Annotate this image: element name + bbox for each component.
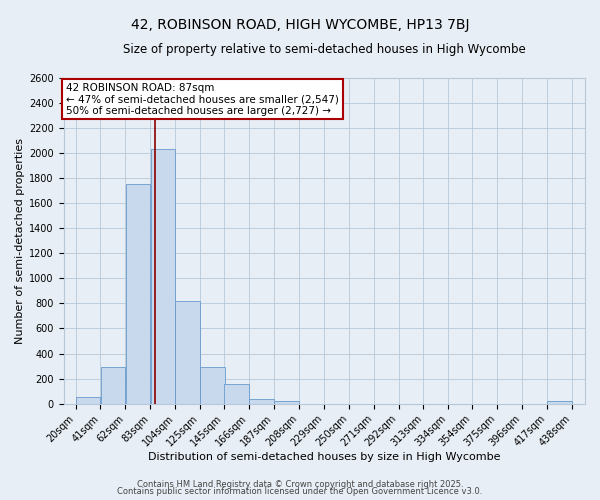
Bar [151, 149, 175, 404]
Text: 42 ROBINSON ROAD: 87sqm
← 47% of semi-detached houses are smaller (2,547)
50% of: 42 ROBINSON ROAD: 87sqm ← 47% of semi-de… [66, 82, 339, 116]
Text: Contains HM Land Registry data © Crown copyright and database right 2025.: Contains HM Land Registry data © Crown c… [137, 480, 463, 489]
Title: Size of property relative to semi-detached houses in High Wycombe: Size of property relative to semi-detach… [123, 42, 526, 56]
Y-axis label: Number of semi-detached properties: Number of semi-detached properties [15, 138, 25, 344]
Bar [274, 400, 299, 404]
Bar [200, 368, 225, 404]
Bar [175, 301, 200, 404]
Bar [224, 384, 249, 404]
Text: 42, ROBINSON ROAD, HIGH WYCOMBE, HP13 7BJ: 42, ROBINSON ROAD, HIGH WYCOMBE, HP13 7B… [131, 18, 469, 32]
Bar [249, 400, 274, 404]
Text: Contains public sector information licensed under the Open Government Licence v3: Contains public sector information licen… [118, 488, 482, 496]
X-axis label: Distribution of semi-detached houses by size in High Wycombe: Distribution of semi-detached houses by … [148, 452, 500, 462]
Bar [125, 184, 150, 404]
Bar [76, 397, 100, 404]
Bar [101, 366, 125, 404]
Bar [547, 401, 572, 404]
